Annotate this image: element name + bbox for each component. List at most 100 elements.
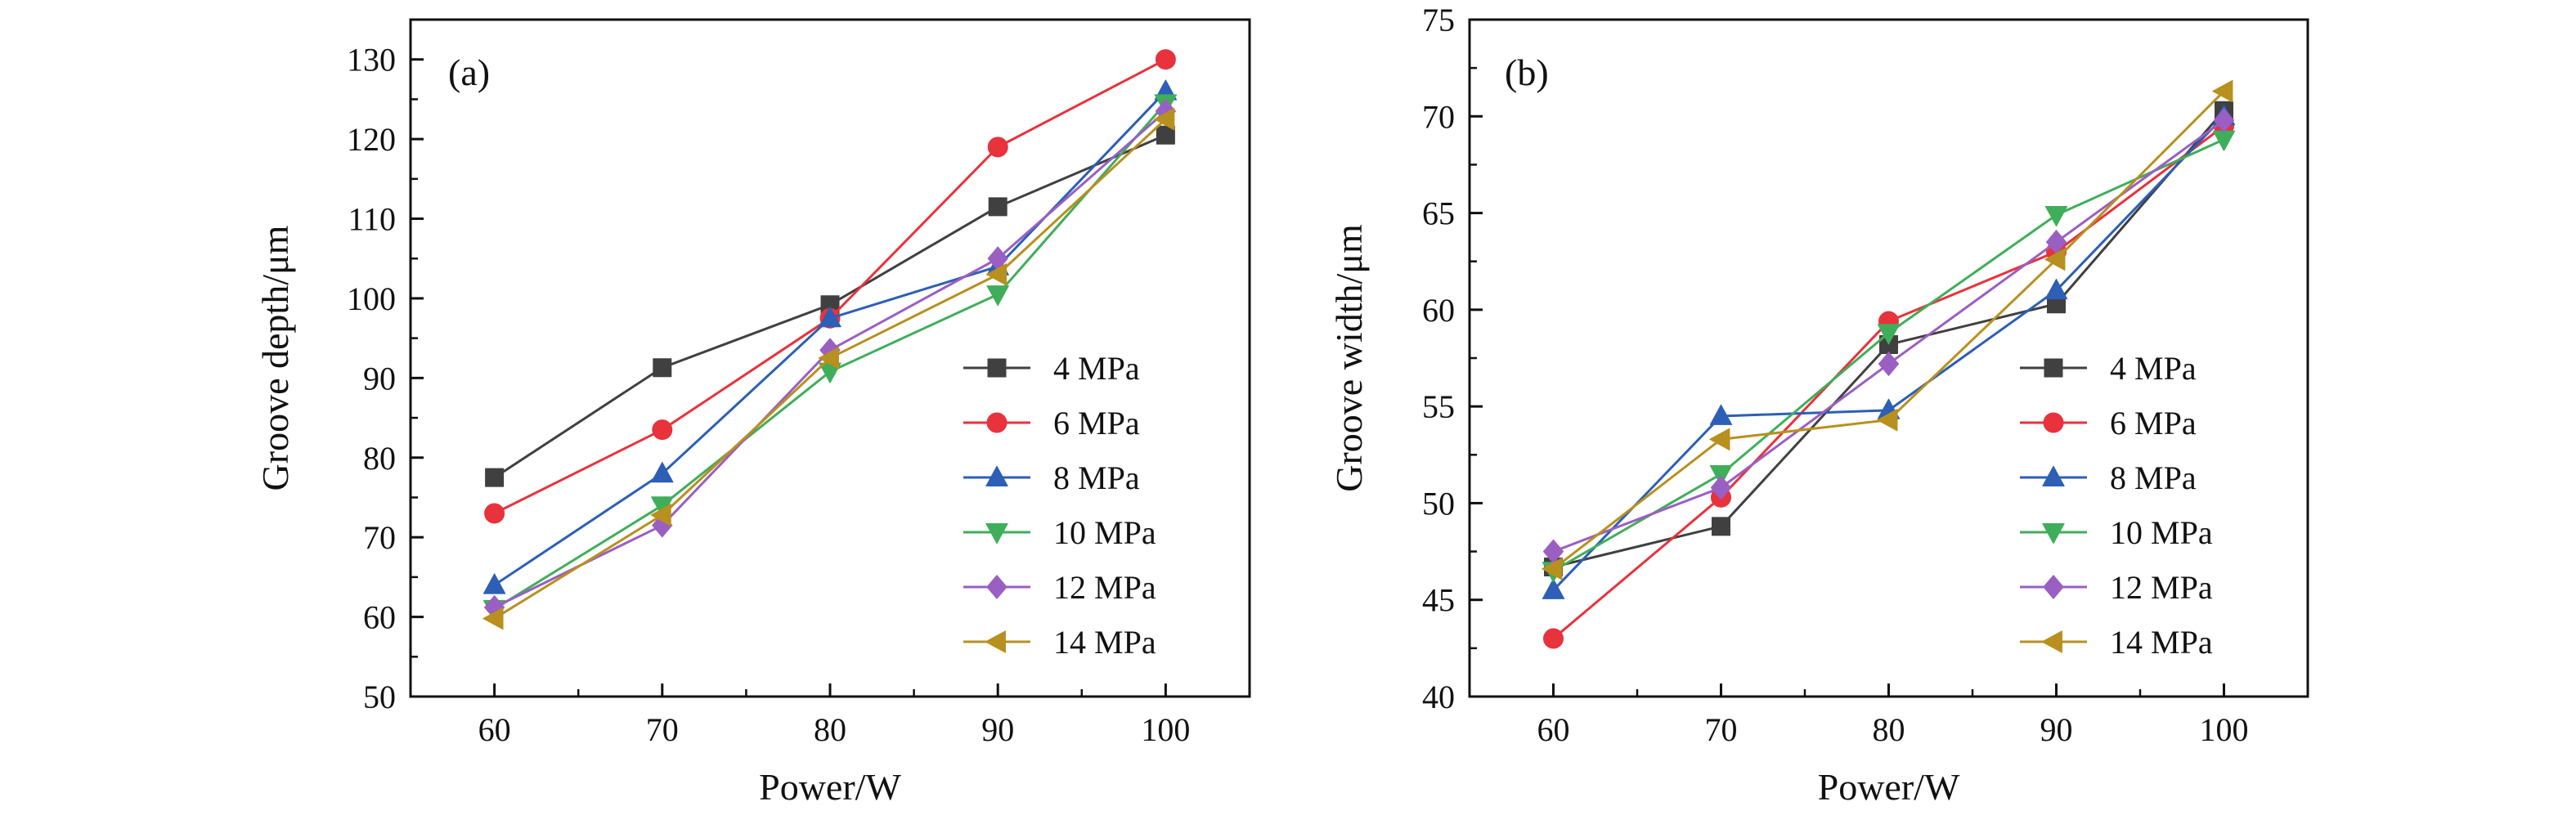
panel-b-data-point bbox=[1877, 409, 1898, 432]
panel-a-data-point bbox=[484, 503, 505, 524]
panel-b-data-point bbox=[2213, 108, 2235, 132]
panel-a-legend-marker bbox=[985, 523, 1008, 544]
panel-b-legend-marker bbox=[2042, 523, 2065, 544]
panel-b-data-point bbox=[2044, 278, 2068, 300]
panel-a-series-1 bbox=[485, 125, 1175, 487]
panel-b-x-tick-label: 100 bbox=[2200, 711, 2249, 748]
panel-a-x-tick-label: 100 bbox=[1141, 711, 1190, 748]
panel-a-legend-label: 4 MPa bbox=[1053, 350, 1140, 387]
panel-a-x-axis-title: Power/W bbox=[759, 766, 901, 808]
panel-b-y-tick-label: 70 bbox=[1422, 98, 1455, 135]
panel-a-legend-marker bbox=[986, 412, 1008, 433]
panel-b-legend-label: 8 MPa bbox=[2110, 459, 2197, 496]
panel-b-y-tick-label: 65 bbox=[1422, 195, 1455, 232]
panel-b-panel-label: (b) bbox=[1505, 52, 1549, 93]
panel-a-data-point bbox=[651, 461, 674, 483]
panel-b-series-5 bbox=[1542, 108, 2235, 564]
panel-a-data-point bbox=[818, 347, 839, 370]
panel-b-data-point bbox=[2044, 205, 2068, 227]
panel-b-data-point bbox=[2212, 130, 2236, 151]
panel-a-y-tick-label: 80 bbox=[363, 440, 396, 477]
panel-a-y-axis-title: Groove depth/μm bbox=[254, 225, 296, 491]
panel-a-y-tick-label: 110 bbox=[348, 201, 396, 238]
panel-a-data-point bbox=[652, 419, 673, 441]
panel-b-legend-marker bbox=[2042, 465, 2065, 486]
panel-b-data-point bbox=[1542, 558, 1563, 580]
panel-b-y-axis-title: Groove width/μm bbox=[1328, 224, 1370, 492]
panel-a-data-point bbox=[987, 137, 1008, 158]
panel-a-series-6 bbox=[482, 108, 1175, 630]
panel-b-data-point bbox=[1709, 428, 1730, 451]
panel-a-legend-label: 6 MPa bbox=[1053, 405, 1140, 441]
panel-a-x-tick-label: 70 bbox=[646, 711, 679, 748]
panel-a-legend-label: 12 MPa bbox=[1053, 569, 1156, 606]
panel-b-legend-label: 12 MPa bbox=[2110, 569, 2213, 606]
panel-b-y-tick-label: 50 bbox=[1422, 485, 1455, 522]
panel-b-x-axis-title: Power/W bbox=[1818, 766, 1960, 808]
panel-a-y-tick-label: 120 bbox=[347, 121, 396, 158]
panel-b-x-tick-label: 70 bbox=[1705, 711, 1738, 748]
panel-b-data-point bbox=[1543, 628, 1564, 649]
panel-a-legend-marker bbox=[985, 630, 1006, 653]
panel-a-legend-label: 14 MPa bbox=[1053, 624, 1156, 661]
panel-a-data-point bbox=[650, 504, 671, 527]
panel-a-x-tick-label: 90 bbox=[981, 711, 1014, 748]
panel-a-x-tick-label: 60 bbox=[478, 711, 511, 748]
panel-a-y-tick-label: 50 bbox=[363, 679, 396, 715]
panel-a-data-point bbox=[988, 197, 1008, 217]
panel-b-legend-marker bbox=[2041, 630, 2062, 653]
panel-a-data-point bbox=[482, 573, 506, 594]
panel-a-series-5 bbox=[484, 99, 1176, 620]
panel-b-legend-marker bbox=[2043, 412, 2064, 433]
panel-a-data-point bbox=[482, 607, 504, 630]
panel-b-data-point bbox=[1878, 352, 1900, 376]
panel-b-y-tick-label: 55 bbox=[1422, 388, 1455, 425]
panel-a-y-tick-label: 100 bbox=[347, 280, 396, 317]
panel-a-y-tick-label: 90 bbox=[363, 360, 396, 397]
panel-b-data-point bbox=[1542, 578, 1565, 599]
panel-b-data-point bbox=[2044, 248, 2066, 271]
panel-b-x-tick-label: 90 bbox=[2040, 711, 2073, 748]
panel-a-series-line bbox=[493, 58, 1167, 515]
panel-b-legend-marker bbox=[2043, 575, 2064, 599]
panel-a-data-point bbox=[653, 358, 672, 378]
panel-b-legend-label: 14 MPa bbox=[2110, 624, 2213, 661]
panel-a-x-tick-label: 80 bbox=[814, 711, 846, 748]
panel-a-legend: 4 MPa 6 MPa 8 MPa 10 MPa 12 MPa 14 MPa bbox=[963, 350, 1156, 661]
panel-a-legend-label: 10 MPa bbox=[1053, 514, 1156, 551]
panel-b-y-tick-label: 75 bbox=[1422, 2, 1455, 38]
panel-b-groove-width-chart: 60 70 80 90 100 40 45 50 55 60 65 70 75 Power/W Groove… bbox=[1328, 2, 2309, 808]
panel-b-x-tick-label: 60 bbox=[1537, 711, 1570, 748]
panel-b-legend-label: 4 MPa bbox=[2110, 350, 2197, 387]
panel-a-series-2 bbox=[484, 49, 1176, 524]
panel-b-data-point bbox=[2212, 79, 2233, 103]
panel-b-y-tick-label: 60 bbox=[1422, 292, 1455, 329]
panel-b-y-tick-label: 40 bbox=[1422, 679, 1455, 715]
panel-b-legend-marker bbox=[2044, 358, 2063, 378]
panel-a-data-point bbox=[986, 285, 1009, 307]
panel-a-panel-label: (a) bbox=[448, 52, 490, 93]
panel-a-data-point bbox=[985, 263, 1008, 286]
panel-b-data-point bbox=[1709, 464, 1733, 486]
panel-b-y-tick-label: 45 bbox=[1422, 582, 1455, 619]
panel-b-data-point bbox=[1877, 324, 1901, 345]
panel-b-x-tick-label: 80 bbox=[1873, 711, 1905, 748]
panel-a-y-tick-label: 60 bbox=[363, 599, 396, 636]
panel-b-data-point bbox=[1710, 475, 1732, 500]
panel-a-legend-marker bbox=[985, 465, 1008, 486]
panel-a-data-point bbox=[485, 468, 505, 487]
panel-b-series-6 bbox=[1542, 79, 2233, 580]
panel-b-data-point bbox=[1712, 517, 1730, 536]
panel-a-groove-depth-chart: 60 70 80 90 100 50 60 70 80 90 100 110 120 130 Power/W… bbox=[254, 18, 1251, 808]
panel-b-legend: 4 MPa 6 MPa 8 MPa 10 MPa 12 MPa 14 MPa bbox=[2020, 350, 2213, 661]
panel-a-data-point bbox=[1155, 49, 1176, 70]
panel-a-legend-label: 8 MPa bbox=[1053, 459, 1140, 496]
panel-a-legend-marker bbox=[987, 358, 1007, 378]
panel-a-data-point bbox=[819, 307, 841, 328]
panel-b-legend-label: 10 MPa bbox=[2110, 514, 2213, 551]
panel-a-legend-marker bbox=[986, 575, 1008, 599]
panel-b-legend-label: 6 MPa bbox=[2110, 405, 2197, 441]
panel-a-y-tick-label: 70 bbox=[363, 519, 396, 556]
